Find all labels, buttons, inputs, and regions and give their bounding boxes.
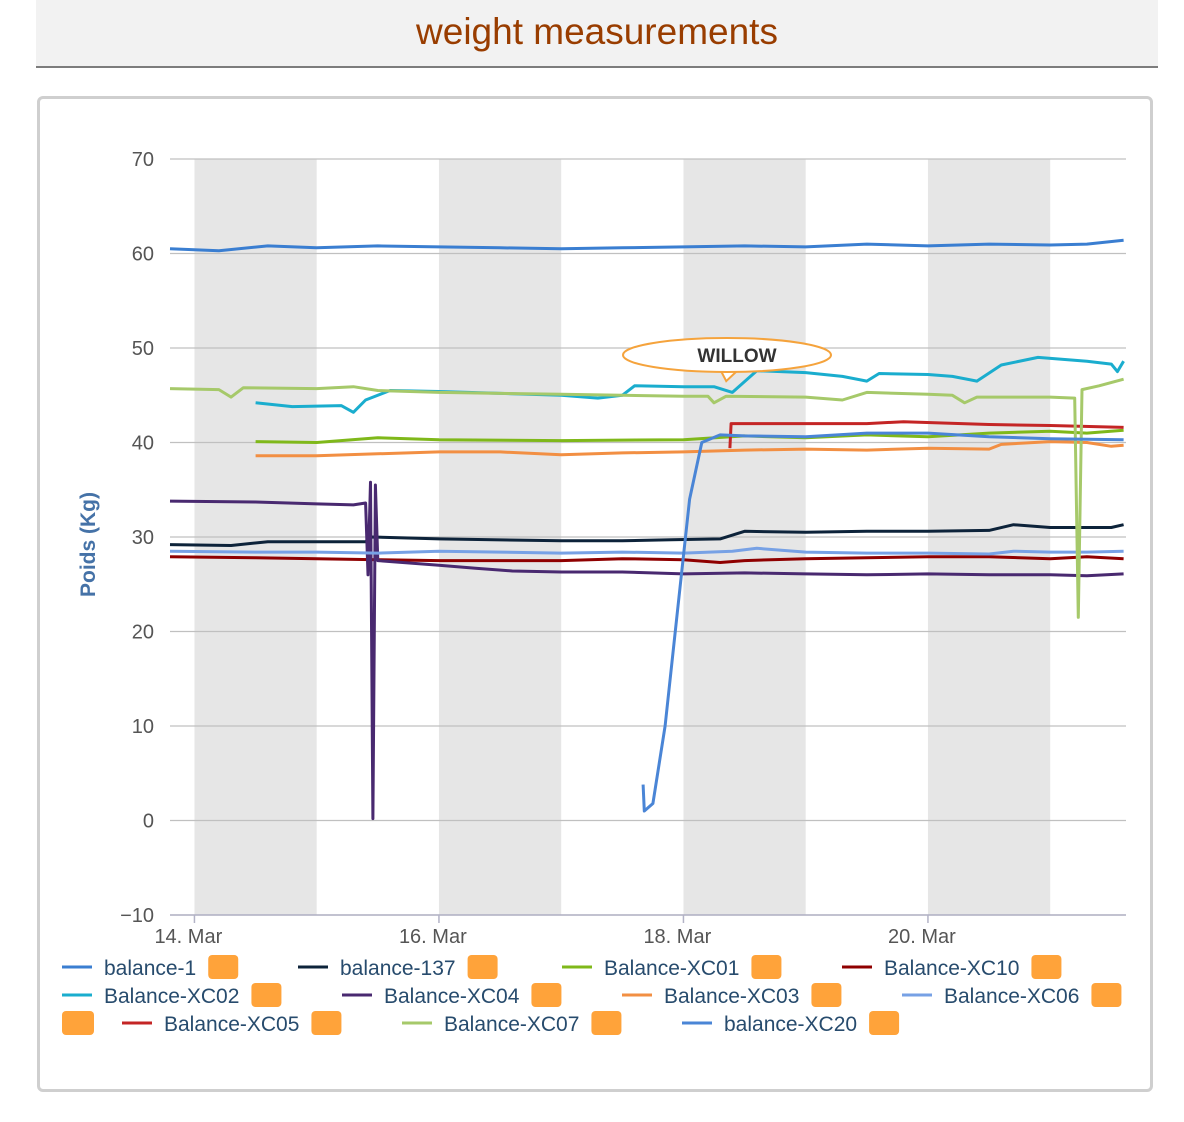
legend-badge[interactable] [869,1011,900,1035]
y-tick-label: 10 [132,716,154,738]
legend-badge[interactable] [467,955,498,979]
plot-area [169,238,1125,821]
legend-item-balance-xc07[interactable]: Balance-XC07 [444,1013,579,1036]
legend-badge[interactable] [251,983,282,1007]
legend-badge[interactable] [531,983,562,1007]
series-line-balance-xc06[interactable] [169,546,1124,556]
y-tick-label: 50 [132,338,154,360]
series-line-balance-xc03[interactable] [255,440,1124,458]
series-line-balance-xc04[interactable] [169,480,1124,821]
legend-item-balance-xc03[interactable]: Balance-XC03 [664,985,799,1008]
legend-badge[interactable] [62,1011,94,1035]
legend-item-balance-xc06[interactable]: Balance-XC06 [944,985,1079,1008]
series-line-balance-xc20[interactable] [641,431,1124,813]
x-tick-label: 20. Mar [888,926,956,948]
legend-item-balance-1[interactable]: balance-1 [104,957,196,980]
legend-badge[interactable] [208,955,239,979]
y-tick-label: 30 [132,527,154,549]
series-line-balance-xc02[interactable] [255,355,1125,414]
legend-badge[interactable] [1091,983,1122,1007]
series-line-balance-xc07[interactable] [169,377,1124,619]
legend-badge[interactable] [811,983,842,1007]
legend-item-balance-137[interactable]: balance-137 [340,957,456,980]
series-line-balance-xc10[interactable] [169,555,1124,564]
y-tick-label: 20 [132,622,154,644]
legend-item-balance-xc20[interactable]: balance-XC20 [724,1013,857,1036]
legend-badge[interactable] [311,1011,342,1035]
legend-item-balance-xc02[interactable]: Balance-XC02 [104,985,239,1008]
page-title: weight measurements [416,11,778,52]
y-tick-label: 40 [132,433,154,455]
y-tick-label: 70 [132,149,154,171]
x-axis: 14. Mar 16. Mar 18. Mar 20. Mar [154,914,1126,948]
y-tick-label: 60 [132,244,154,266]
x-tick-label: 16. Mar [399,926,467,948]
callout-pointer [720,370,738,383]
series-line-balance-1[interactable] [169,238,1124,253]
legend-item-balance-xc10[interactable]: Balance-XC10 [884,957,1019,980]
page-header: weight measurements [36,0,1158,68]
annotation-callout: WILLOW [622,337,832,383]
legend-badge[interactable] [591,1011,622,1035]
annotation-label: WILLOW [697,346,776,367]
legend-item-balance-xc04[interactable]: Balance-XC04 [384,985,520,1008]
callout-bubble [622,337,832,373]
y-tick-label: 0 [143,811,154,833]
series-line-balance-xc05[interactable] [728,420,1124,449]
x-tick-label: 14. Mar [154,926,222,948]
legend: balance-1 balance-137 Balance-XC01 Balance-… [62,955,1122,1036]
legend-item-balance-xc01[interactable]: Balance-XC01 [604,957,739,980]
legend-item-balance-xc05[interactable]: Balance-XC05 [164,1013,299,1036]
y-axis-label: Poids (Kg) [77,492,100,597]
legend-badge[interactable] [1031,955,1062,979]
y-axis-ticks: −10 0 10 20 30 40 50 60 70 [120,149,154,927]
legend-badge[interactable] [751,955,782,979]
y-tick-label: −10 [120,905,154,927]
x-tick-label: 18. Mar [643,926,711,948]
